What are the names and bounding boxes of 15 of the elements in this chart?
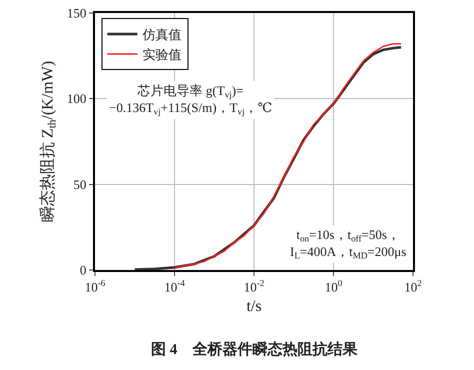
text: 芯片电导率 g(T$_{vj}$)= −0.136T$_{vj}$+115(S/m)，T$_{vj}$，℃ xyxy=(109,83,272,117)
legend-label: 仿真值 xyxy=(141,27,182,42)
legend-label: 实验值 xyxy=(142,47,182,62)
y-tick-label: 0 xyxy=(80,262,86,278)
y-tick-label: 150 xyxy=(66,6,86,21)
caption: 图 4 全桥器件瞬态热阻抗结果 xyxy=(151,341,358,358)
x-tick-label: 10$^{-4}$ xyxy=(164,278,186,295)
y-tick-label: 100 xyxy=(66,91,86,106)
x-tick-label: 10$^{2}$ xyxy=(404,278,422,295)
x-axis-title: t/s xyxy=(246,298,262,315)
text: t$_{on}$=10s，t$_{off}$=50s， I$_{L}$=400A，t$_{MD}$=200μs xyxy=(290,227,406,261)
x-tick-label: 10$^{-2}$ xyxy=(244,278,265,295)
y-tick-label: 50 xyxy=(73,176,86,192)
x-tick-label: 10$^{-6}$ xyxy=(84,278,106,295)
x-tick-label: 10$^{0}$ xyxy=(324,278,343,295)
